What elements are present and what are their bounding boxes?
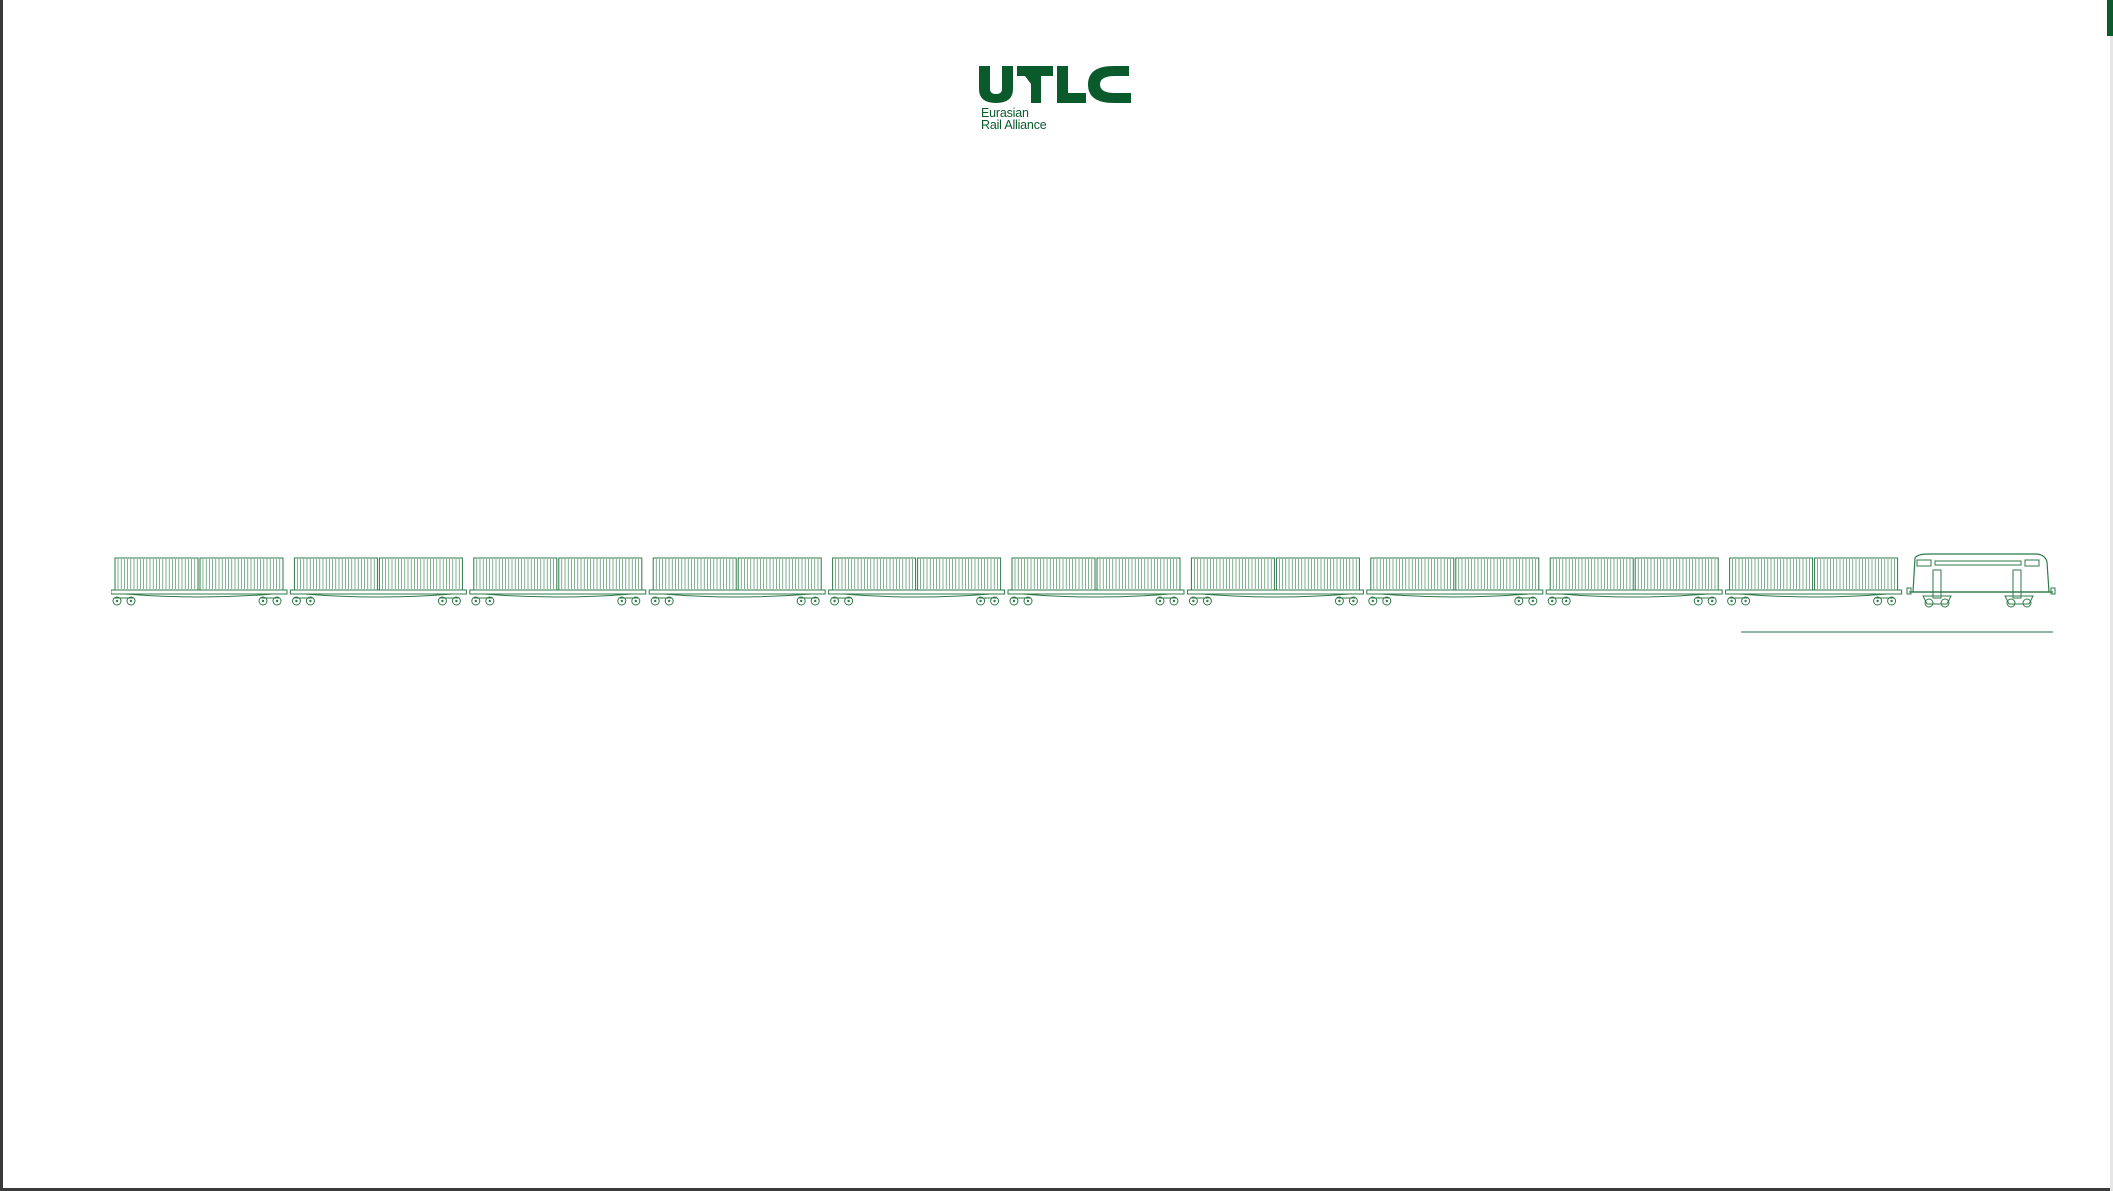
corner-accent-mark [2107, 0, 2113, 36]
container-wagon [1186, 557, 1364, 606]
right-edge-strip [2110, 0, 2113, 1191]
container-wagon [648, 557, 826, 606]
container-wagon [1007, 557, 1185, 606]
utlc-wordmark-icon [979, 66, 1131, 103]
locomotive-icon [1906, 553, 2056, 608]
container-wagon [1725, 557, 1903, 606]
container-wagon [469, 557, 647, 606]
container-wagon [828, 557, 1006, 606]
utlc-logo: UTLC Eurasian Rail Alliance [979, 62, 1149, 136]
logo-subtitle-line1: Eurasian [981, 106, 1029, 120]
logo-subtitle-line2: Rail Alliance [981, 118, 1047, 132]
container-wagon [111, 557, 288, 606]
freight-train-illustration [111, 553, 2056, 633]
container-wagon [1366, 557, 1544, 606]
logo-subtitle: Eurasian Rail Alliance [981, 106, 1047, 132]
container-wagon [1545, 557, 1723, 606]
container-wagon [289, 557, 467, 606]
